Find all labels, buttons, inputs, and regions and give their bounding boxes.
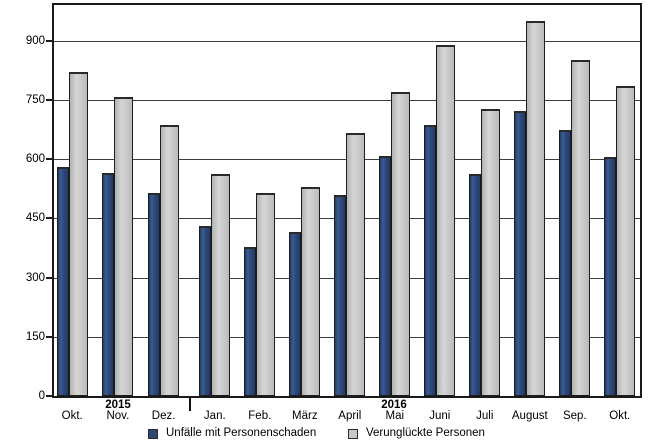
y-tick-label-300: 300 (25, 271, 45, 284)
bar-verungluekte-3 (211, 174, 231, 396)
y-tick-label-450: 450 (25, 212, 45, 225)
bar-verungluekte-5 (301, 187, 321, 396)
bar-verungluekte-10 (526, 21, 546, 396)
bar-unfaelle-7 (379, 156, 392, 396)
legend-label-unfaelle: Unfälle mit Personenschaden (166, 427, 317, 439)
bar-unfaelle-1 (102, 173, 115, 396)
bar-unfaelle-4 (244, 247, 257, 396)
y-tick-label-900: 900 (25, 34, 45, 47)
bar-unfaelle-10 (514, 111, 527, 396)
y-tick-mark-300 (46, 276, 53, 279)
gridline-900 (54, 40, 640, 42)
plot-area (52, 3, 642, 398)
bar-verungluekte-8 (436, 45, 456, 396)
x-tick-label-6: April (338, 410, 362, 422)
x-tick-label-11: Sep. (562, 410, 587, 422)
legend-label-verungluekte: Verunglückte Personen (366, 427, 485, 439)
bar-verungluekte-12 (616, 86, 636, 396)
y-tick-mark-0 (46, 395, 53, 397)
bar-verungluekte-7 (391, 92, 411, 396)
x-tick-label-4: Feb. (248, 410, 272, 422)
y-tick-label-600: 600 (25, 153, 45, 165)
legend-swatch-unfaelle (148, 429, 158, 439)
bar-unfaelle-0 (56, 167, 69, 396)
gridline-750 (54, 99, 640, 101)
y-tick-mark-900 (46, 39, 53, 42)
x-tick-label-2: Dez. (151, 410, 176, 422)
legend: Unfälle mit Personenschaden Verunglückte… (0, 426, 668, 443)
bar-unfaelle-11 (559, 130, 572, 396)
x-tick-label-0: Okt. (61, 410, 83, 422)
bar-verungluekte-1 (114, 97, 134, 396)
x-tick-label-8: Juni (429, 410, 451, 422)
bar-verungluekte-4 (256, 193, 276, 396)
y-tick-label-750: 750 (25, 93, 45, 106)
bar-unfaelle-8 (424, 125, 437, 396)
year-separator-tick (189, 398, 191, 411)
year-label-2015: 2015 (105, 399, 131, 411)
year-label-2016: 2016 (381, 399, 407, 411)
bar-verungluekte-6 (346, 133, 366, 396)
plot-inner (54, 5, 640, 396)
bar-unfaelle-5 (289, 232, 302, 396)
y-tick-mark-750 (46, 98, 53, 101)
x-tick-label-5: März (292, 410, 318, 422)
bar-unfaelle-6 (334, 195, 347, 396)
bar-unfaelle-2 (148, 193, 161, 396)
y-tick-mark-150 (46, 335, 53, 338)
bar-unfaelle-9 (469, 174, 482, 396)
x-tick-label-7: Mai (385, 410, 405, 422)
y-tick-mark-450 (46, 217, 53, 220)
bar-unfaelle-12 (604, 157, 617, 396)
x-tick-label-9: Juli (476, 410, 494, 422)
y-tick-mark-600 (46, 158, 53, 160)
bar-unfaelle-3 (199, 226, 212, 396)
bar-verungluekte-0 (68, 72, 88, 396)
y-tick-label-150: 150 (25, 330, 45, 343)
x-tick-label-3: Jan. (203, 410, 226, 422)
x-tick-label-10: August (511, 410, 548, 422)
bar-verungluekte-9 (481, 109, 501, 396)
y-tick-label-0: 0 (38, 390, 45, 402)
x-tick-label-1: Nov. (106, 410, 130, 422)
bar-verungluekte-11 (571, 60, 591, 396)
legend-swatch-verungluekte (348, 429, 358, 439)
bar-verungluekte-2 (160, 125, 180, 396)
x-tick-label-12: Okt. (609, 410, 631, 422)
